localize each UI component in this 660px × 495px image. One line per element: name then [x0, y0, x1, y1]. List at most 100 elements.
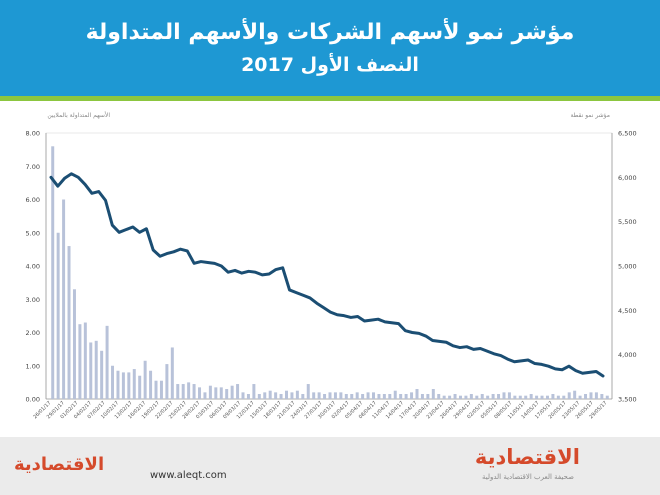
- bar: [556, 395, 560, 399]
- bar: [480, 394, 484, 399]
- left-tick-label: 3.00: [26, 296, 40, 304]
- left-tick-label: 2.00: [26, 329, 40, 337]
- bar: [366, 392, 370, 399]
- bar: [154, 380, 158, 399]
- bar: [535, 395, 539, 399]
- website-url[interactable]: www.aleqt.com: [150, 470, 227, 481]
- bar: [393, 390, 397, 399]
- footer: الاقتصادية www.aleqt.com الاقتصادية صحيف…: [0, 437, 660, 495]
- bar: [203, 392, 207, 399]
- bar: [263, 392, 267, 399]
- bar: [382, 394, 386, 399]
- bar: [121, 372, 125, 399]
- bar: [312, 392, 316, 399]
- left-tick-label: 0.00: [26, 396, 40, 404]
- bar: [67, 246, 71, 399]
- bar: [361, 394, 365, 399]
- bar: [149, 370, 153, 399]
- bar: [497, 394, 501, 399]
- bar: [94, 340, 98, 399]
- bar: [165, 364, 169, 399]
- bar: [290, 392, 294, 399]
- bar: [295, 390, 299, 399]
- bar: [404, 394, 408, 399]
- right-tick-label: 5,500: [618, 218, 637, 226]
- bar: [518, 395, 522, 399]
- bar: [198, 387, 202, 399]
- bar: [426, 394, 430, 399]
- left-tick-label: 5.00: [26, 229, 40, 237]
- right-tick-label: 4,500: [618, 307, 637, 315]
- chart-title: مؤشر نمو لأسهم الشركات والأسهم المتداولة: [85, 20, 575, 45]
- bar: [567, 392, 571, 399]
- right-tick-label: 6,000: [618, 174, 637, 182]
- left-tick-label: 8.00: [26, 130, 40, 138]
- bar: [214, 387, 218, 399]
- bar: [187, 382, 191, 400]
- bar: [236, 384, 240, 399]
- bar: [507, 392, 511, 399]
- bar: [252, 384, 256, 399]
- bar: [170, 347, 174, 399]
- header-banner: مؤشر نمو لأسهم الشركات والأسهم المتداولة…: [0, 0, 660, 96]
- bar: [323, 394, 327, 399]
- brand-logo-small: الاقتصادية: [14, 454, 126, 480]
- bar: [562, 395, 566, 399]
- bar: [437, 394, 441, 399]
- left-tick-label: 4.00: [26, 263, 40, 271]
- bar: [540, 395, 544, 399]
- right-tick-label: 3,500: [618, 396, 637, 404]
- bar: [285, 390, 288, 399]
- brand-logo-large: الاقتصادية صحيفة العرب الاقتصادية الدولي…: [470, 445, 580, 489]
- bar: [72, 289, 76, 399]
- bar: [62, 199, 66, 399]
- logo-text-small: الاقتصادية: [14, 454, 105, 475]
- bar: [475, 395, 479, 399]
- chart-background: [0, 101, 660, 435]
- bar-series: [51, 146, 609, 400]
- bar: [458, 395, 462, 399]
- bar: [100, 350, 104, 399]
- right-axis-name: مؤشر نمو نقطة: [570, 112, 610, 119]
- bar: [105, 325, 109, 399]
- bar: [464, 395, 468, 399]
- combo-chart: 0.00 1.00 2.00 3.00 4.00 5.00 6.00 7.00 8.00 3,5…: [26, 111, 637, 420]
- bar: [219, 387, 223, 399]
- left-tick-label: 6.00: [26, 196, 40, 204]
- bar: [551, 394, 555, 399]
- bar: [328, 392, 332, 399]
- logo-tagline: صحيفة العرب الاقتصادية الدولية: [482, 473, 574, 481]
- index-line: [49, 172, 605, 378]
- bar: [545, 395, 549, 399]
- bar: [589, 392, 593, 399]
- bar: [350, 394, 354, 399]
- bar: [116, 370, 120, 399]
- bar: [268, 390, 272, 399]
- bar: [317, 392, 321, 399]
- bar: [89, 342, 93, 399]
- bar: [605, 395, 609, 399]
- bar: [431, 389, 435, 399]
- bar: [529, 394, 533, 399]
- bar: [600, 394, 604, 399]
- bar: [584, 394, 588, 399]
- right-axis: 3,500 4,000 4,500 5,000 5,500 6,000 6,500: [611, 130, 637, 404]
- left-axis-name: الأسهم المتداولة بالملايين: [47, 111, 110, 119]
- accent-stripe: [0, 96, 660, 101]
- bar: [83, 322, 87, 399]
- bar: [127, 372, 131, 399]
- bar: [594, 392, 598, 399]
- bar: [159, 380, 163, 399]
- bar: [573, 390, 577, 399]
- bar: [246, 394, 250, 399]
- bar: [143, 360, 147, 399]
- bar: [176, 384, 180, 399]
- bar: [578, 395, 582, 399]
- bar: [524, 395, 528, 399]
- bar: [399, 394, 403, 399]
- bar: [372, 392, 375, 399]
- bar: [111, 365, 115, 399]
- bar: [301, 394, 305, 399]
- left-tick-label: 1.00: [26, 362, 40, 370]
- bar: [448, 395, 452, 399]
